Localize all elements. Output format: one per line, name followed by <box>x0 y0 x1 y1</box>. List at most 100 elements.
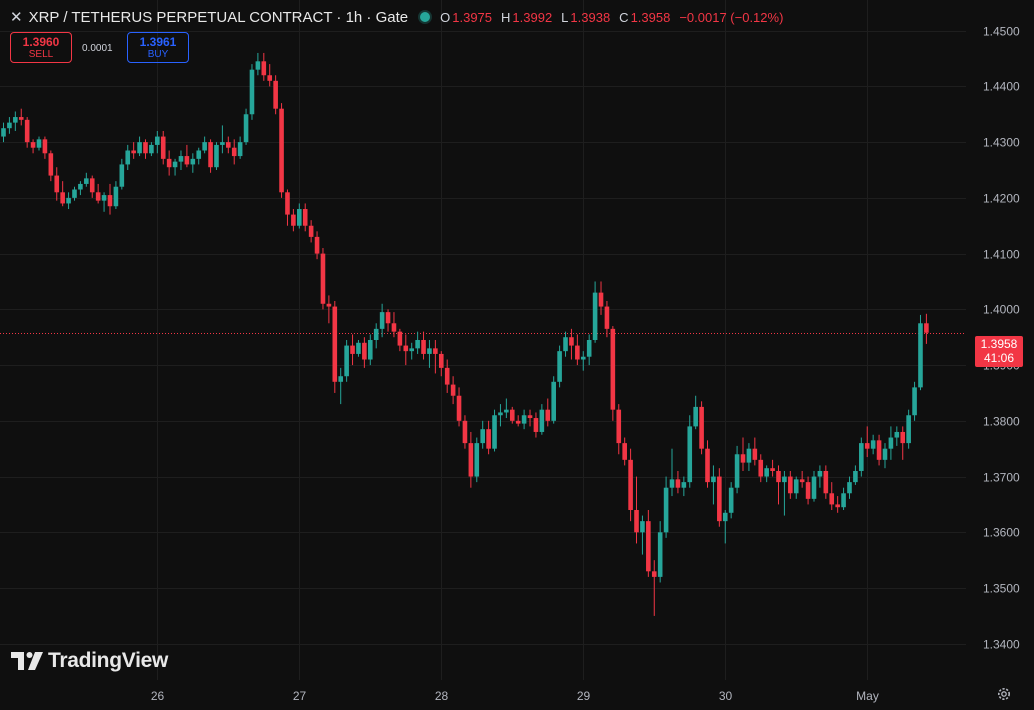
y-tick-label: 1.4100 <box>983 248 1020 262</box>
candle <box>805 476 811 505</box>
grid-lines <box>0 0 966 680</box>
candle-body <box>681 482 687 488</box>
candle-body <box>906 415 911 444</box>
candle-body <box>498 412 503 416</box>
candle-body <box>474 443 480 477</box>
candle <box>184 144 190 168</box>
price-axis[interactable]: 1.4500 1.4400 1.4300 1.4200 1.4100 1.4000 1.39… <box>983 25 1020 652</box>
candle <box>279 103 284 198</box>
time-axis[interactable]: 26 27 28 29 30 May <box>151 689 879 703</box>
candle-body <box>314 236 320 254</box>
candle <box>616 404 622 455</box>
candle <box>72 186 77 201</box>
candle <box>474 437 480 483</box>
candle <box>823 465 829 499</box>
candle-body <box>220 142 225 145</box>
candle-body <box>160 136 166 159</box>
candle-body <box>563 337 568 352</box>
y-tick-label: 1.3400 <box>983 638 1020 652</box>
candle <box>776 465 781 505</box>
candle-body <box>918 323 923 388</box>
candle-body <box>119 164 125 187</box>
candle <box>693 395 698 430</box>
candle-body <box>261 61 267 76</box>
candle <box>42 136 48 159</box>
close-icon[interactable]: ✕ <box>10 9 23 26</box>
candle <box>876 434 882 466</box>
candle <box>438 351 444 377</box>
candle <box>515 415 521 427</box>
candle-body <box>391 323 397 332</box>
candle <box>918 314 923 391</box>
candle <box>799 470 805 488</box>
candle <box>640 515 645 555</box>
candle <box>811 470 817 502</box>
tradingview-logo[interactable]: TradingView <box>11 649 168 673</box>
ohlc-high-label: H <box>501 9 511 25</box>
ohlc-close-label: C <box>619 9 629 25</box>
candle-body <box>427 348 432 354</box>
candle <box>255 52 261 76</box>
buy-button[interactable]: 1.3961 BUY <box>127 32 189 63</box>
candle-body <box>367 340 373 360</box>
candle <box>48 150 54 182</box>
candle <box>498 404 503 427</box>
candle-body <box>66 197 71 204</box>
candle-body <box>403 345 409 352</box>
x-tick-label: 27 <box>293 689 307 703</box>
candle <box>89 175 95 198</box>
candle <box>367 334 373 366</box>
candle <box>882 443 888 469</box>
candle <box>705 440 710 488</box>
candle-body <box>533 418 539 432</box>
candle-body <box>651 571 657 577</box>
candle-body <box>172 161 178 168</box>
candle <box>273 75 278 115</box>
candle <box>78 181 83 196</box>
candle-body <box>267 75 273 81</box>
buy-label: BUY <box>147 48 169 60</box>
candle <box>669 448 675 497</box>
ohlc-low-value: 1.3938 <box>570 9 611 25</box>
candle-body <box>882 448 888 460</box>
candles <box>1 52 929 616</box>
candle-body <box>847 482 852 494</box>
candle <box>237 136 243 159</box>
sell-price: 1.3960 <box>22 34 60 49</box>
candle <box>314 231 320 260</box>
candle <box>551 376 556 424</box>
candle-body <box>876 440 882 460</box>
candle-body <box>722 512 728 522</box>
candle-body <box>912 387 917 416</box>
candle-body <box>669 479 675 488</box>
candle-body <box>610 328 616 410</box>
candle-body <box>580 356 586 360</box>
candle-body <box>764 468 769 477</box>
last-price-badge: 1.3958 41:06 <box>975 336 1023 367</box>
candle <box>297 203 302 229</box>
candle <box>533 412 539 438</box>
candle <box>302 203 308 232</box>
candle-body <box>332 306 338 382</box>
candle-body <box>131 150 136 154</box>
candle <box>36 136 42 151</box>
candle <box>7 117 12 134</box>
candle <box>900 426 906 460</box>
candle <box>155 130 160 154</box>
last-price-value: 1.3958 <box>980 337 1018 351</box>
ohlc-open-value: 1.3975 <box>452 9 493 25</box>
candle-body <box>137 142 142 154</box>
candle-body <box>687 426 693 483</box>
sell-button[interactable]: 1.3960 SELL <box>10 32 72 63</box>
candle <box>912 381 917 421</box>
bar-countdown: 41:06 <box>983 351 1015 365</box>
ohlc-change-value: −0.0017 (−0.12%) <box>679 9 784 25</box>
candle-body <box>226 142 231 148</box>
candle-body <box>462 420 468 444</box>
candle-body <box>924 323 929 333</box>
gear-icon[interactable] <box>996 686 1012 702</box>
symbol-title[interactable]: XRP / TETHERUS PERPETUAL CONTRACT · 1h ·… <box>28 8 409 26</box>
candle <box>350 334 355 366</box>
tradingview-logo-text: TradingView <box>48 649 169 672</box>
